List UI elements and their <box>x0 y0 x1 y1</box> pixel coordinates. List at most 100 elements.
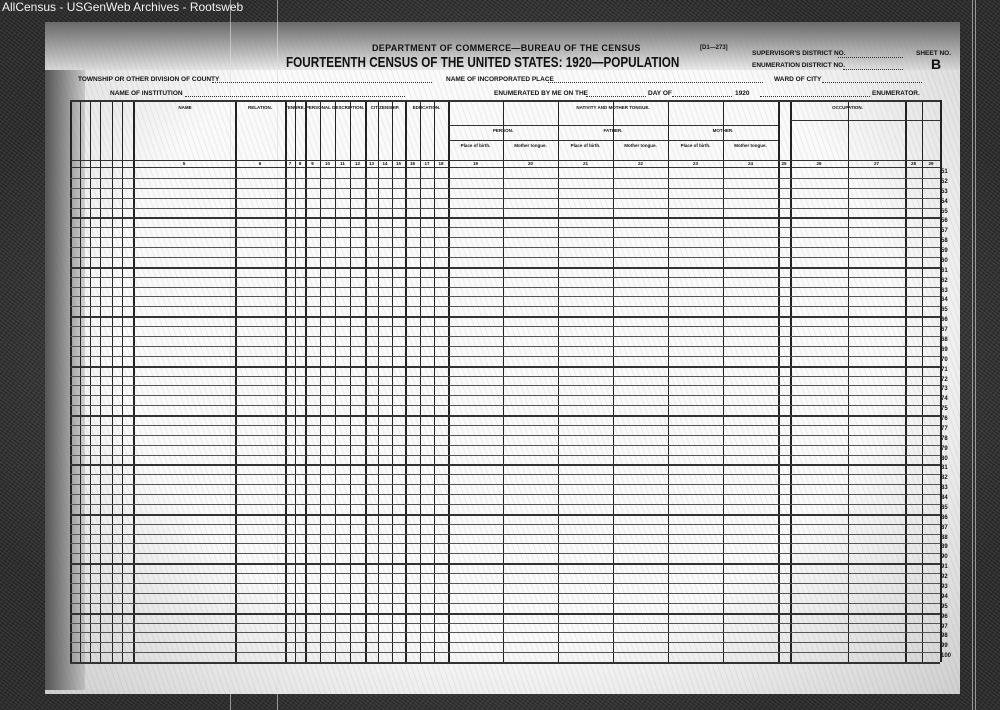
column-rule <box>365 100 367 662</box>
column-rule <box>378 100 379 662</box>
subhead-person-birthplace: Place of birth. <box>460 143 491 148</box>
row-number: 52 <box>941 178 948 185</box>
table-row <box>70 553 940 555</box>
table-row <box>70 296 940 298</box>
department-heading: DEPARTMENT OF COMMERCE—BUREAU OF THE CEN… <box>372 43 641 53</box>
incorporated-place-field <box>548 82 763 83</box>
table-row <box>70 652 940 654</box>
column-rule <box>668 100 669 662</box>
table-row <box>70 662 940 664</box>
table-row <box>70 197 940 199</box>
subhead-mother-tongue: Mother tongue. <box>734 143 767 148</box>
table-row <box>70 395 940 397</box>
table-row <box>70 632 940 634</box>
enumerator-label: ENUMERATOR. <box>872 90 920 97</box>
group-header-relation: RELATION. <box>248 105 272 110</box>
supervisors-district-label: SUPERVISOR'S DISTRICT NO. <box>752 50 846 57</box>
table-row <box>70 573 940 575</box>
table-row <box>70 177 940 179</box>
supervisors-district-field <box>838 57 903 58</box>
column-number: 12 <box>354 161 360 166</box>
ward-label: WARD OF CITY <box>774 76 822 83</box>
table-row <box>70 642 940 644</box>
row-number: 62 <box>941 277 948 284</box>
row-number: 94 <box>941 593 948 600</box>
table-row <box>70 326 940 328</box>
column-rule <box>778 100 780 662</box>
subhead-father-tongue: Mother tongue. <box>624 143 657 148</box>
enumeration-district-field <box>843 69 903 70</box>
subhead-father-birthplace: Place of birth. <box>570 143 601 148</box>
row-number: 87 <box>941 524 948 531</box>
row-number: 92 <box>941 574 948 581</box>
row-number: 73 <box>941 386 948 393</box>
group-header-citizenship: CITIZENSHIP. <box>370 105 400 110</box>
row-number: 60 <box>941 257 948 264</box>
occupation-subrule <box>790 120 940 121</box>
table-row <box>70 533 940 535</box>
column-number: 6 <box>258 161 262 166</box>
table-row <box>70 256 940 258</box>
column-number: 17 <box>424 161 430 166</box>
row-number: 66 <box>941 317 948 324</box>
enumerated-by-label: ENUMERATED BY ME ON THE <box>494 90 589 97</box>
table-row <box>70 454 940 456</box>
column-number: 15 <box>395 161 401 166</box>
page-title: FOURTEENTH CENSUS OF THE UNITED STATES: … <box>286 54 680 71</box>
column-number: 29 <box>928 161 934 166</box>
table-row <box>70 247 940 248</box>
column-rule <box>558 100 559 662</box>
table-row <box>70 306 940 308</box>
table-row <box>70 415 940 417</box>
table-row <box>70 286 940 288</box>
scan-shadow-top <box>45 22 960 70</box>
table-row <box>70 316 940 319</box>
column-number: 16 <box>409 161 415 166</box>
table-row <box>70 592 940 594</box>
column-number: 5 <box>182 161 186 166</box>
column-rule <box>80 100 81 662</box>
table-row <box>70 602 940 604</box>
column-rule <box>905 100 907 662</box>
row-number: 86 <box>941 514 948 521</box>
row-number: 71 <box>941 366 948 373</box>
column-number: 18 <box>438 161 444 166</box>
column-number: 21 <box>582 161 588 166</box>
column-number: 13 <box>368 161 374 166</box>
column-rule <box>503 100 504 662</box>
column-rule <box>350 100 351 662</box>
row-number: 88 <box>941 534 948 541</box>
row-number: 67 <box>941 327 948 334</box>
row-number: 80 <box>941 455 948 462</box>
enumeration-month-field <box>672 96 732 97</box>
row-number: 59 <box>941 248 948 254</box>
column-rule <box>285 100 287 662</box>
row-number: 89 <box>941 544 948 551</box>
column-rule <box>848 100 849 662</box>
row-number: 54 <box>941 198 948 205</box>
column-number: 10 <box>324 161 330 166</box>
row-number: 77 <box>941 425 948 432</box>
column-rule <box>420 100 421 662</box>
column-number: 22 <box>637 161 643 166</box>
scan-streak <box>230 0 231 710</box>
table-row <box>70 336 940 337</box>
column-number: 11 <box>340 161 345 166</box>
table-row <box>70 612 940 615</box>
column-rule <box>70 100 72 662</box>
table-row <box>70 187 940 189</box>
row-number: 93 <box>941 584 948 590</box>
table-row <box>70 494 940 495</box>
year-label: 1920 <box>735 90 750 97</box>
row-number: 72 <box>941 376 948 383</box>
form-number: [D1—273] <box>700 45 728 51</box>
row-number: 57 <box>941 228 948 235</box>
group-header-education: EDUCATION. <box>412 105 441 110</box>
column-rule <box>922 100 923 662</box>
nativity-subgroup-rule <box>448 125 778 126</box>
column-rule <box>335 100 336 662</box>
table-row <box>70 217 940 220</box>
column-rule <box>790 100 792 662</box>
column-number: 20 <box>527 161 533 166</box>
table-row <box>70 583 940 584</box>
